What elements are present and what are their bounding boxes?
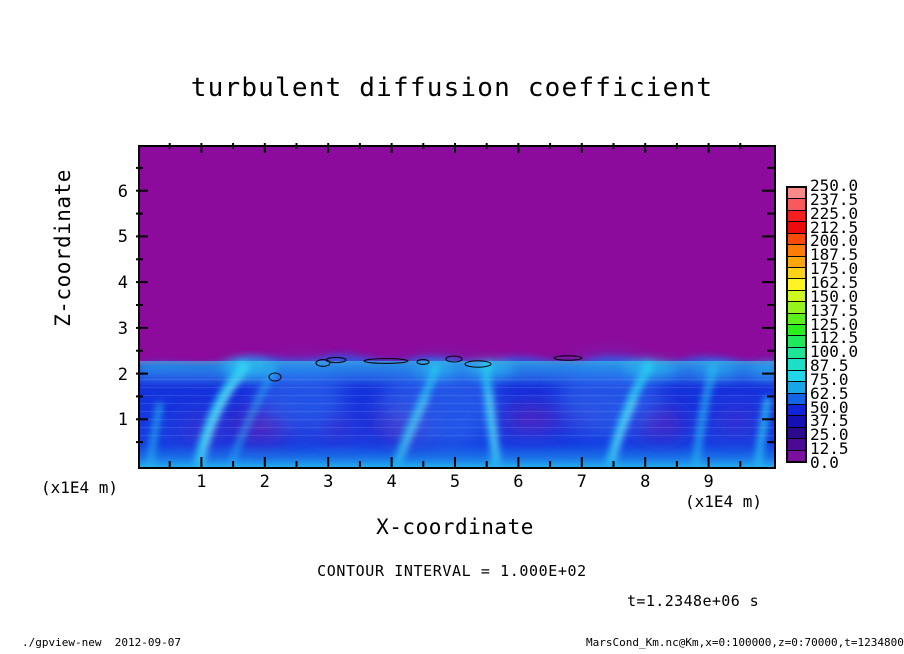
colorbar-band	[788, 290, 805, 303]
colorbar-tick-label: 25.0	[810, 425, 849, 445]
colorbar-tick-label: 62.5	[810, 383, 849, 403]
colorbar-band	[788, 325, 805, 337]
colorbar-tick-label: 0.0	[810, 453, 839, 472]
colorbar-band	[788, 347, 805, 360]
xtick-label: 2	[259, 472, 270, 492]
ytick-label: 3	[117, 318, 128, 339]
colorbar-band	[788, 267, 805, 280]
ytick-label: 5	[117, 227, 128, 248]
colorbar-tick-label: 237.5	[810, 189, 859, 209]
colorbar-band	[788, 439, 805, 451]
time-stamp-note: t=1.2348e+06 s	[627, 592, 760, 610]
colorbar-tick-label: 187.5	[810, 245, 859, 265]
x-axis-label: X-coordinate	[376, 515, 534, 539]
x-axis-unit-right: (x1E4 m)	[685, 492, 763, 511]
colorbar-band	[788, 405, 805, 417]
colorbar-tick-label: 162.5	[810, 272, 859, 292]
footer-command: ./gpview-new 2012-09-07	[22, 636, 181, 649]
xtick-label: 1	[196, 472, 207, 492]
xtick-label: 9	[703, 472, 714, 492]
colorbar-band	[788, 279, 805, 291]
plot-area	[138, 145, 776, 469]
ytick-label: 2	[117, 364, 128, 385]
colorbar-tick-label: 37.5	[810, 411, 849, 431]
colorbar-tick-label: 50.0	[810, 397, 849, 417]
colorbar-band	[788, 336, 805, 348]
colorbar	[786, 186, 807, 463]
colorbar-tick-label: 250.0	[810, 176, 859, 195]
colorbar-tick-label: 75.0	[810, 369, 849, 389]
colorbar-labels: 250.0 237.5 225.0 212.5 200.0 187.5 175.0 162.5…	[810, 176, 890, 472]
colorbar-tick-label: 212.5	[810, 217, 859, 237]
colorbar-tick-label: 175.0	[810, 259, 859, 279]
colorbar-band	[788, 222, 805, 234]
page-title: turbulent diffusion coefficient	[190, 73, 714, 103]
colorbar-band	[788, 450, 805, 462]
colorbar-tick-label: 100.0	[810, 342, 859, 362]
colorbar-band	[788, 416, 805, 428]
colorbar-band	[788, 199, 805, 211]
xtick-label: 7	[576, 472, 587, 492]
colorbar-tick-label: 200.0	[810, 231, 859, 251]
colorbar-band	[788, 313, 805, 326]
footer-source: MarsCond_Km.nc@Km,x=0:100000,z=0:70000,t…	[586, 636, 904, 649]
ytick-label: 4	[117, 273, 128, 294]
xtick-label: 8	[640, 472, 651, 492]
colorbar-tick-label: 87.5	[810, 356, 849, 376]
ytick-label: 1	[117, 410, 128, 430]
colorbar-band	[788, 233, 805, 246]
xtick-label: 6	[513, 472, 524, 492]
colorbar-tick-label: 125.0	[810, 314, 859, 334]
colorbar-band	[788, 188, 805, 200]
colorbar-tick-label: 225.0	[810, 203, 859, 223]
colorbar-tick-label: 112.5	[810, 328, 859, 348]
xtick-label: 3	[323, 472, 334, 492]
colorbar-band	[788, 256, 805, 268]
colorbar-band	[788, 302, 805, 314]
colorbar-band	[788, 210, 805, 223]
ytick-label: 6	[117, 181, 128, 202]
xtick-label: 4	[386, 472, 397, 492]
colorbar-band	[788, 370, 805, 383]
colorbar-band	[788, 245, 805, 257]
x-axis-unit-left: (x1E4 m)	[41, 478, 119, 497]
colorbar-band	[788, 393, 805, 406]
colorbar-band	[788, 427, 805, 440]
colorbar-tick-label: 150.0	[810, 286, 859, 306]
colorbar-tick-label: 137.5	[810, 300, 859, 320]
contour-interval-note: CONTOUR INTERVAL = 1.000E+02	[317, 562, 587, 580]
xtick-label: 5	[449, 472, 461, 492]
colorbar-band	[788, 382, 805, 394]
y-axis-label: Z-coordinate	[51, 169, 75, 327]
heatmap-field	[140, 147, 774, 467]
colorbar-band	[788, 359, 805, 371]
colorbar-tick-label: 12.5	[810, 439, 849, 459]
